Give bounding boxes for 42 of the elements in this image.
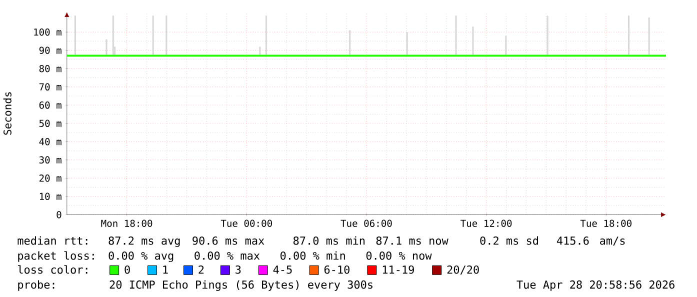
text: packet loss:: [18, 251, 94, 262]
y-tick-label: 0: [56, 211, 62, 219]
legend-label: 3: [236, 266, 241, 274]
text: 0.00 % min: [280, 251, 345, 260]
y-tick-label: 90 m: [39, 46, 62, 54]
y-tick-label: 10 m: [40, 193, 62, 200]
text: 87.1 ms now: [376, 236, 448, 246]
text: 0.00 % max: [194, 252, 260, 260]
y-axis-title: Seconds: [3, 92, 12, 135]
x-tick-label: Mon 18:00: [101, 220, 152, 228]
legend-title: loss color:: [18, 265, 88, 274]
text: 87.2 ms avg: [108, 236, 180, 248]
y-tick-label: 20 m: [40, 174, 62, 182]
text: 0.2 ms sd: [480, 236, 538, 246]
legend-label: 20/20: [447, 266, 479, 275]
legend-label: 11-19: [382, 266, 414, 274]
y-tick-label: 70 m: [39, 83, 62, 91]
x-tick-label: Tue 12:00: [460, 220, 512, 228]
legend-label: 6-10: [324, 266, 350, 274]
legend-label: 1: [163, 266, 168, 274]
text: probe:: [18, 280, 54, 292]
text: Tue Apr 28 20:58:56 2026: [516, 280, 674, 292]
x-tick-label: Tue 18:00: [580, 220, 632, 228]
y-tick-label: 50 m: [39, 120, 62, 128]
text: 0.00 % now: [366, 252, 432, 260]
text: 415.6: [556, 236, 589, 246]
legend-label: 0: [124, 266, 130, 274]
text: median rtt:: [18, 236, 88, 246]
y-tick-label: 60 m: [39, 102, 62, 109]
y-tick-label: 80 m: [39, 65, 62, 72]
y-tick-label: 40 m: [39, 138, 62, 146]
x-tick-label: Tue 06:00: [340, 220, 392, 228]
text: 90.6 ms max: [192, 236, 264, 246]
text: 0.00 % avg: [108, 252, 174, 262]
x-tick-label: Tue 00:00: [220, 220, 272, 228]
legend-label: 2: [198, 266, 204, 274]
y-tick-label: 100 m: [34, 28, 62, 36]
y-tick-label: 30 m: [39, 156, 62, 164]
text: 20 ICMP Echo Pings (56 Bytes) every 300s: [110, 280, 372, 292]
text: am/s: [600, 236, 625, 246]
text: 87.0 ms min: [293, 236, 365, 246]
legend-label: 4-5: [273, 266, 292, 274]
